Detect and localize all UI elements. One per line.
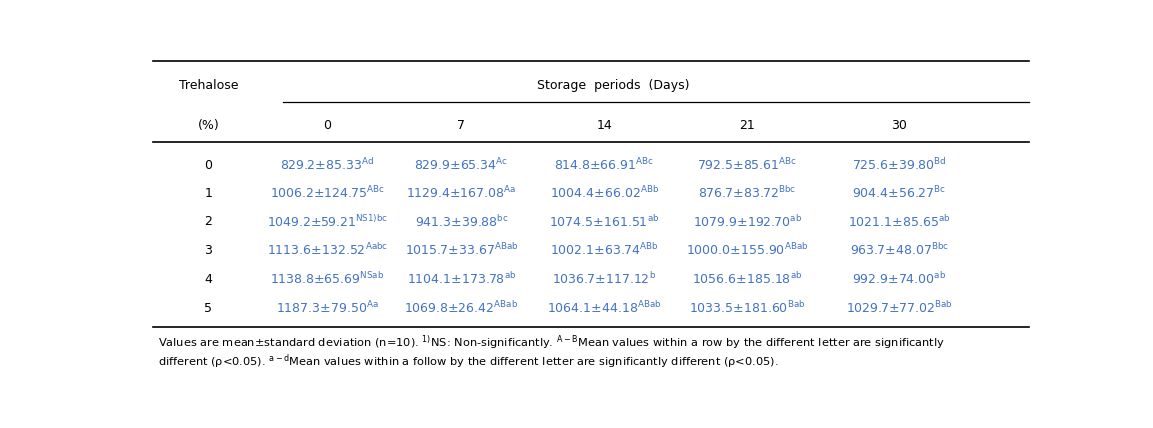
Text: 1187.3±79.50$^{\mathrm{Aa}}$: 1187.3±79.50$^{\mathrm{Aa}}$ — [276, 300, 378, 317]
Text: 1069.8±26.42$^{\mathrm{ABab}}$: 1069.8±26.42$^{\mathrm{ABab}}$ — [405, 300, 519, 316]
Text: 1064.1±44.18$^{\mathrm{ABab}}$: 1064.1±44.18$^{\mathrm{ABab}}$ — [547, 300, 662, 316]
Text: 21: 21 — [739, 119, 755, 132]
Text: 0: 0 — [204, 158, 212, 172]
Text: 2: 2 — [204, 215, 212, 228]
Text: 992.9±74.00$^{\mathrm{ab}}$: 992.9±74.00$^{\mathrm{ab}}$ — [852, 271, 947, 287]
Text: 1002.1±63.74$^{\mathrm{ABb}}$: 1002.1±63.74$^{\mathrm{ABb}}$ — [550, 243, 658, 259]
Text: 904.4±56.27$^{\mathrm{Bc}}$: 904.4±56.27$^{\mathrm{Bc}}$ — [852, 185, 947, 201]
Text: different ($\rho$<0.05). $^{a-d}$Mean values within a follow by the different le: different ($\rho$<0.05). $^{a-d}$Mean va… — [158, 353, 778, 371]
Text: 1138.8±65.69$^{\mathrm{NSab}}$: 1138.8±65.69$^{\mathrm{NSab}}$ — [270, 271, 384, 287]
Text: 829.2±85.33$^{\mathrm{Ad}}$: 829.2±85.33$^{\mathrm{Ad}}$ — [280, 157, 375, 173]
Text: 30: 30 — [891, 119, 907, 132]
Text: 829.9±65.34$^{\mathrm{Ac}}$: 829.9±65.34$^{\mathrm{Ac}}$ — [414, 157, 508, 173]
Text: 3: 3 — [204, 244, 212, 257]
Text: 1006.2±124.75$^{\mathrm{ABc}}$: 1006.2±124.75$^{\mathrm{ABc}}$ — [270, 185, 385, 201]
Text: 1004.4±66.02$^{\mathrm{ABb}}$: 1004.4±66.02$^{\mathrm{ABb}}$ — [550, 185, 658, 201]
Text: 5: 5 — [204, 302, 212, 315]
Text: 1104.1±173.78$^{\mathrm{ab}}$: 1104.1±173.78$^{\mathrm{ab}}$ — [407, 271, 517, 287]
Text: 1033.5±181.60$^{\mathrm{Bab}}$: 1033.5±181.60$^{\mathrm{Bab}}$ — [689, 300, 806, 316]
Text: 792.5±85.61$^{\mathrm{ABc}}$: 792.5±85.61$^{\mathrm{ABc}}$ — [698, 157, 798, 173]
Text: 1015.7±33.67$^{\mathrm{ABab}}$: 1015.7±33.67$^{\mathrm{ABab}}$ — [405, 243, 518, 259]
Text: 876.7±83.72$^{\mathrm{Bbc}}$: 876.7±83.72$^{\mathrm{Bbc}}$ — [699, 185, 797, 201]
Text: 1113.6±132.52$^{\mathrm{Aabc}}$: 1113.6±132.52$^{\mathrm{Aabc}}$ — [266, 243, 387, 259]
Text: 0: 0 — [323, 119, 331, 132]
Text: 1000.0±155.90$^{\mathrm{ABab}}$: 1000.0±155.90$^{\mathrm{ABab}}$ — [686, 243, 808, 259]
Text: 1: 1 — [204, 187, 212, 199]
Text: Trehalose: Trehalose — [179, 80, 239, 92]
Text: 1029.7±77.02$^{\mathrm{Bab}}$: 1029.7±77.02$^{\mathrm{Bab}}$ — [845, 300, 952, 316]
Text: 941.3±39.88$^{\mathrm{bc}}$: 941.3±39.88$^{\mathrm{bc}}$ — [415, 214, 508, 230]
Text: 814.8±66.91$^{\mathrm{ABc}}$: 814.8±66.91$^{\mathrm{ABc}}$ — [555, 157, 655, 173]
Text: 1049.2±59.21$^{\mathrm{NS1)bc}}$: 1049.2±59.21$^{\mathrm{NS1)bc}}$ — [266, 214, 387, 230]
Text: 1036.7±117.12$^{\mathrm{b}}$: 1036.7±117.12$^{\mathrm{b}}$ — [552, 271, 656, 287]
Text: 1079.9±192.70$^{\mathrm{ab}}$: 1079.9±192.70$^{\mathrm{ab}}$ — [693, 214, 801, 230]
Text: 14: 14 — [596, 119, 612, 132]
Text: Values are mean$\pm$standard deviation (n=10). $^{1)}$NS: Non-significantly. $^{: Values are mean$\pm$standard deviation (… — [158, 334, 944, 352]
Text: Storage  periods  (Days): Storage periods (Days) — [537, 80, 689, 92]
Text: (%): (%) — [197, 119, 219, 132]
Text: 1129.4±167.08$^{\mathrm{Aa}}$: 1129.4±167.08$^{\mathrm{Aa}}$ — [406, 185, 517, 201]
Text: 1021.1±85.65$^{\mathrm{ab}}$: 1021.1±85.65$^{\mathrm{ab}}$ — [847, 214, 950, 230]
Text: 963.7±48.07$^{\mathrm{Bbc}}$: 963.7±48.07$^{\mathrm{Bbc}}$ — [850, 243, 949, 259]
Text: 1074.5±161.51$^{\mathrm{ab}}$: 1074.5±161.51$^{\mathrm{ab}}$ — [549, 214, 660, 230]
Text: 7: 7 — [458, 119, 466, 132]
Text: 4: 4 — [204, 273, 212, 286]
Text: 725.6±39.80$^{\mathrm{Bd}}$: 725.6±39.80$^{\mathrm{Bd}}$ — [852, 157, 947, 173]
Text: 1056.6±185.18$^{\mathrm{ab}}$: 1056.6±185.18$^{\mathrm{ab}}$ — [692, 271, 802, 287]
